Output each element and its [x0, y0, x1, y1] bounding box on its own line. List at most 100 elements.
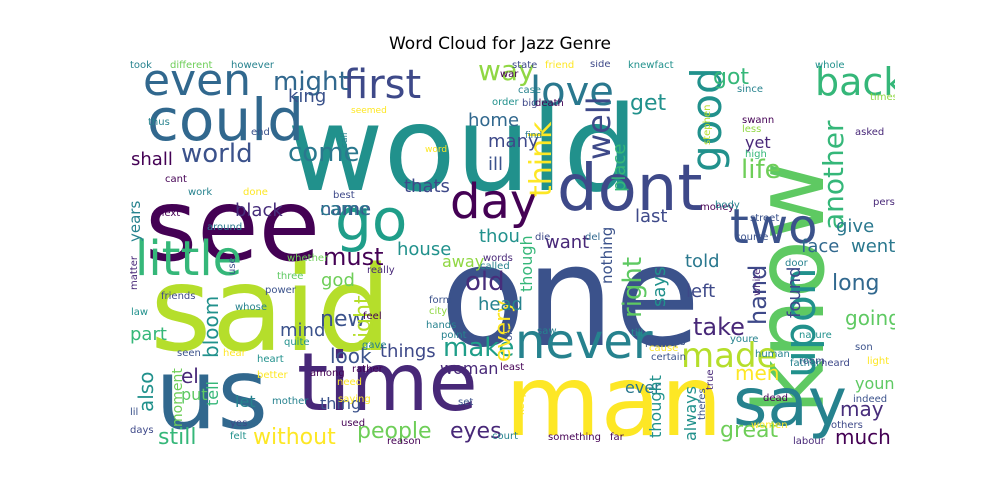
- word-least: least: [500, 362, 524, 373]
- word-less: less: [742, 124, 761, 135]
- word-youre: youre: [730, 334, 758, 345]
- word-light: light: [867, 356, 889, 367]
- word-true: true: [705, 369, 716, 390]
- word-men: men: [735, 361, 779, 385]
- word-del: del: [585, 232, 600, 243]
- word-next: next: [158, 208, 180, 219]
- word-times: times: [870, 92, 895, 103]
- word-swann: swann: [742, 115, 774, 126]
- word-labour: labour: [793, 436, 826, 445]
- word-heart: heart: [257, 354, 284, 365]
- word-saw: saw: [537, 326, 557, 337]
- word-told: told: [685, 251, 720, 272]
- word-rather: rather: [352, 364, 384, 375]
- word-one: one: [440, 216, 701, 379]
- word-life: life: [741, 155, 781, 185]
- word-great: great: [720, 418, 779, 443]
- word-thou: thou: [479, 226, 520, 247]
- word-put: put: [181, 385, 208, 404]
- word-go: go: [335, 186, 407, 254]
- word-whether: whether: [287, 253, 329, 264]
- word-among: among: [310, 368, 345, 379]
- word-without: without: [253, 425, 336, 445]
- word-part: part: [130, 324, 167, 345]
- word-knewfact: knewfact: [628, 60, 674, 71]
- word-never: never: [515, 314, 653, 370]
- word-called: called: [480, 261, 510, 272]
- word-indeed: indeed: [853, 394, 887, 405]
- word-going: going: [845, 306, 895, 330]
- word-oh: oh: [504, 329, 515, 341]
- word-hear: hear: [223, 348, 247, 359]
- word-god: god: [321, 270, 355, 291]
- word-thing: thing: [320, 394, 361, 413]
- word-whose: whose: [235, 302, 267, 313]
- word-want: want: [545, 232, 589, 253]
- word-much: much: [835, 425, 891, 445]
- word-cause: cause: [649, 343, 678, 354]
- word-said: said: [150, 240, 391, 378]
- word-give: give: [836, 216, 874, 237]
- word-back: back: [815, 60, 895, 104]
- word-people: people: [357, 419, 432, 444]
- word-tell: tell: [203, 381, 222, 406]
- word-long: long: [832, 271, 879, 296]
- word-know: know: [734, 161, 846, 415]
- word-many: many: [488, 131, 539, 152]
- word-shall: shall: [131, 149, 173, 170]
- word-matter: matter: [129, 255, 140, 290]
- word-court: court: [492, 431, 518, 442]
- word-big: big: [522, 98, 537, 109]
- word-two: two: [730, 199, 817, 255]
- word-another: another: [817, 120, 850, 230]
- word-home: home: [468, 110, 519, 131]
- word-little: little: [135, 231, 242, 287]
- word-lil: lil: [130, 407, 138, 418]
- word-end: end: [251, 127, 270, 138]
- word-might: might: [273, 67, 349, 97]
- word-mind: mind: [280, 320, 325, 341]
- word-father: father: [790, 358, 821, 369]
- word-get: get: [630, 91, 667, 116]
- chart-title: Word Cloud for Jazz Genre: [388, 34, 611, 54]
- word-war: war: [500, 69, 519, 80]
- word-old: old: [465, 267, 505, 297]
- word-white: white: [752, 269, 763, 296]
- word-human: human: [755, 349, 790, 360]
- word-three: three: [277, 271, 303, 282]
- word-however: however: [231, 60, 275, 71]
- word-certain: certain: [651, 352, 686, 363]
- word-well: well: [580, 96, 618, 160]
- word-may: may: [840, 397, 884, 421]
- word-form: form: [429, 295, 452, 306]
- word-right: right: [618, 257, 648, 318]
- word-still: still: [158, 425, 196, 445]
- word-point: point: [441, 330, 467, 341]
- word-perhaps: perhaps: [645, 337, 685, 348]
- word-street: street: [750, 213, 779, 224]
- word-black: black: [235, 200, 283, 221]
- word-whole: whole: [815, 60, 845, 71]
- word-new: new: [320, 307, 365, 332]
- word-death: death: [535, 98, 564, 109]
- word-better: better: [257, 370, 288, 381]
- word-gave: gave: [362, 340, 387, 351]
- word-time: time: [297, 336, 478, 429]
- word-since: since: [737, 84, 763, 95]
- word-really: really: [367, 265, 395, 276]
- word-asked: asked: [855, 127, 884, 138]
- word-dead: dead: [763, 393, 788, 404]
- word-ill: ill: [488, 154, 503, 175]
- word-take: take: [693, 313, 745, 341]
- word-felt: felt: [230, 431, 246, 442]
- word-first: first: [343, 62, 421, 108]
- word-got: got: [713, 65, 749, 90]
- word-work: work: [188, 187, 212, 198]
- word-room: room: [799, 356, 825, 367]
- word-door: door: [785, 258, 809, 269]
- word-used: used: [341, 418, 365, 429]
- word-stephen: stephen: [702, 105, 713, 145]
- word-say: say: [733, 364, 847, 441]
- word-words: words: [483, 253, 513, 264]
